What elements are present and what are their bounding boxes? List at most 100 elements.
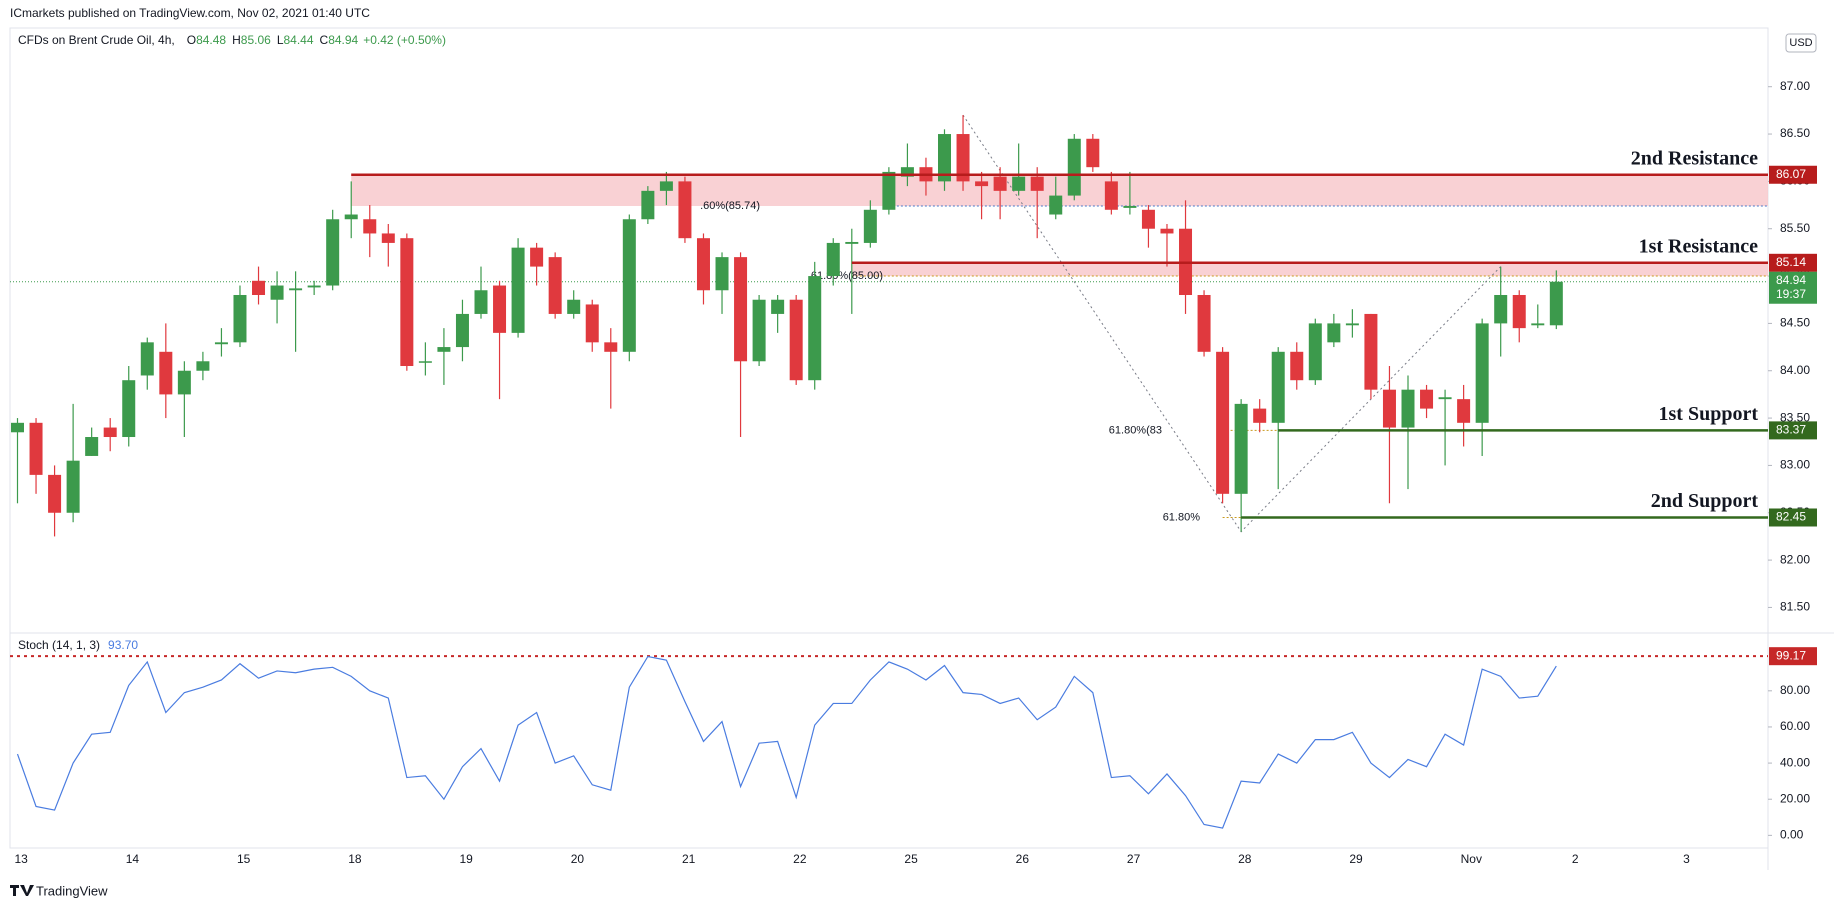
candle-body bbox=[1364, 313, 1378, 390]
x-tick-label: 29 bbox=[1349, 852, 1363, 866]
x-tick-label: 18 bbox=[348, 852, 362, 866]
countdown: 19:37 bbox=[1776, 287, 1806, 301]
candle-body bbox=[437, 347, 451, 352]
candle-body bbox=[734, 257, 748, 362]
candle-body bbox=[344, 214, 358, 220]
candle-body bbox=[956, 134, 970, 182]
resistance-zone bbox=[851, 262, 1768, 277]
ohlc-key: H bbox=[232, 33, 241, 47]
candle-body bbox=[307, 285, 321, 288]
candle-body bbox=[715, 257, 729, 291]
x-tick-label: 27 bbox=[1127, 852, 1141, 866]
ohlc-value: 84.94 bbox=[328, 33, 358, 47]
symbol: CFDs on Brent Crude Oil, 4h, bbox=[18, 33, 175, 47]
level-tag bbox=[1769, 421, 1817, 440]
candle-body bbox=[177, 370, 191, 395]
stoch-tick-label: 60.00 bbox=[1780, 719, 1810, 733]
y-tick-label: 81.50 bbox=[1780, 600, 1810, 614]
stoch-tick-label: 0.00 bbox=[1780, 828, 1804, 842]
candle-body bbox=[400, 238, 414, 367]
x-tick-label: 15 bbox=[237, 852, 251, 866]
candle-body bbox=[1086, 138, 1100, 168]
x-tick-label: 21 bbox=[682, 852, 696, 866]
candle-body bbox=[1420, 389, 1434, 409]
candle-body bbox=[29, 422, 43, 475]
stoch-level-tag bbox=[1769, 647, 1817, 666]
level-tag bbox=[1769, 253, 1817, 272]
candle-body bbox=[1253, 408, 1267, 423]
y-tick-label: 87.00 bbox=[1780, 79, 1810, 93]
x-tick-label: 20 bbox=[571, 852, 585, 866]
candle-body bbox=[1216, 351, 1230, 494]
last-price-tag bbox=[1769, 271, 1817, 304]
candle-body bbox=[752, 299, 766, 362]
currency-box bbox=[1785, 33, 1817, 53]
x-tick-label: 2 bbox=[1572, 852, 1579, 866]
candle-body bbox=[381, 233, 395, 243]
last-price-label: 84.94 bbox=[1776, 273, 1806, 287]
change: +0.42 (+0.50%) bbox=[363, 33, 446, 47]
candle-body bbox=[289, 288, 303, 291]
x-tick-label: 28 bbox=[1238, 852, 1252, 866]
candle-body bbox=[85, 437, 99, 456]
candle-body bbox=[1531, 323, 1545, 326]
y-tick-label: 83.00 bbox=[1780, 458, 1810, 472]
x-tick-label: 13 bbox=[15, 852, 29, 866]
candle-body bbox=[567, 299, 581, 314]
y-tick-label: 83.50 bbox=[1780, 410, 1810, 424]
candle-body bbox=[1382, 389, 1396, 428]
stoch-level-label: 99.17 bbox=[1776, 648, 1806, 662]
level-tag bbox=[1769, 508, 1817, 527]
candle-body bbox=[1049, 195, 1063, 215]
level-label: 1st Resistance bbox=[1639, 235, 1759, 257]
ohlc-key: O bbox=[187, 33, 196, 47]
currency: USD bbox=[1789, 37, 1812, 49]
x-tick-label: 14 bbox=[126, 852, 140, 866]
level-tag-label: 82.45 bbox=[1776, 510, 1806, 524]
candle-body bbox=[604, 342, 618, 352]
candle-body bbox=[975, 181, 989, 187]
level-tag-label: 83.37 bbox=[1776, 423, 1806, 437]
stoch-legend: Stoch (14, 1, 3) 93.70 bbox=[18, 638, 138, 652]
fib-label: .60%(85.74) bbox=[700, 200, 760, 212]
logo-icon bbox=[10, 885, 34, 896]
candle-body bbox=[845, 241, 859, 244]
candle-body bbox=[1104, 181, 1118, 210]
level-label: 2nd Resistance bbox=[1631, 147, 1758, 169]
candle-body bbox=[1290, 351, 1304, 381]
candle-body bbox=[48, 474, 62, 513]
stoch-tick-label: 40.00 bbox=[1780, 755, 1810, 769]
candle-body bbox=[474, 290, 488, 314]
candle-body bbox=[11, 422, 24, 433]
candle-body bbox=[1401, 389, 1415, 428]
candle-body bbox=[1067, 138, 1081, 196]
ohlc-value: 85.06 bbox=[241, 33, 271, 47]
x-tick-label: 3 bbox=[1683, 852, 1690, 866]
candle-body bbox=[530, 247, 544, 267]
candle-body bbox=[493, 285, 507, 333]
x-tick-label: 19 bbox=[459, 852, 473, 866]
y-tick-label: 82.00 bbox=[1780, 552, 1810, 566]
candle-body bbox=[1123, 205, 1137, 208]
candle-body bbox=[1160, 228, 1174, 234]
x-tick-label: 26 bbox=[1016, 852, 1030, 866]
candle-body bbox=[678, 181, 692, 239]
footer: TradingView bbox=[36, 883, 108, 898]
candle-body bbox=[771, 299, 785, 314]
candle-body bbox=[938, 134, 951, 182]
candle-body bbox=[659, 181, 673, 191]
candle-body bbox=[696, 238, 710, 291]
candle-body bbox=[1141, 209, 1155, 229]
level-label: 2nd Support bbox=[1651, 490, 1759, 512]
level-tag-label: 86.07 bbox=[1776, 167, 1806, 181]
stoch-line bbox=[16, 655, 1557, 829]
candle-body bbox=[863, 209, 877, 243]
candle-body bbox=[159, 351, 173, 395]
symbol-legend: CFDs on Brent Crude Oil, 4h, O84.48 H85.06… bbox=[18, 33, 446, 47]
y-tick-label: 85.50 bbox=[1780, 221, 1810, 235]
candle-body bbox=[1271, 351, 1285, 423]
candle-body bbox=[326, 219, 340, 286]
level-tag-label: 85.14 bbox=[1776, 255, 1806, 269]
ohlc-key: L bbox=[277, 33, 284, 47]
candle-body bbox=[418, 361, 432, 363]
